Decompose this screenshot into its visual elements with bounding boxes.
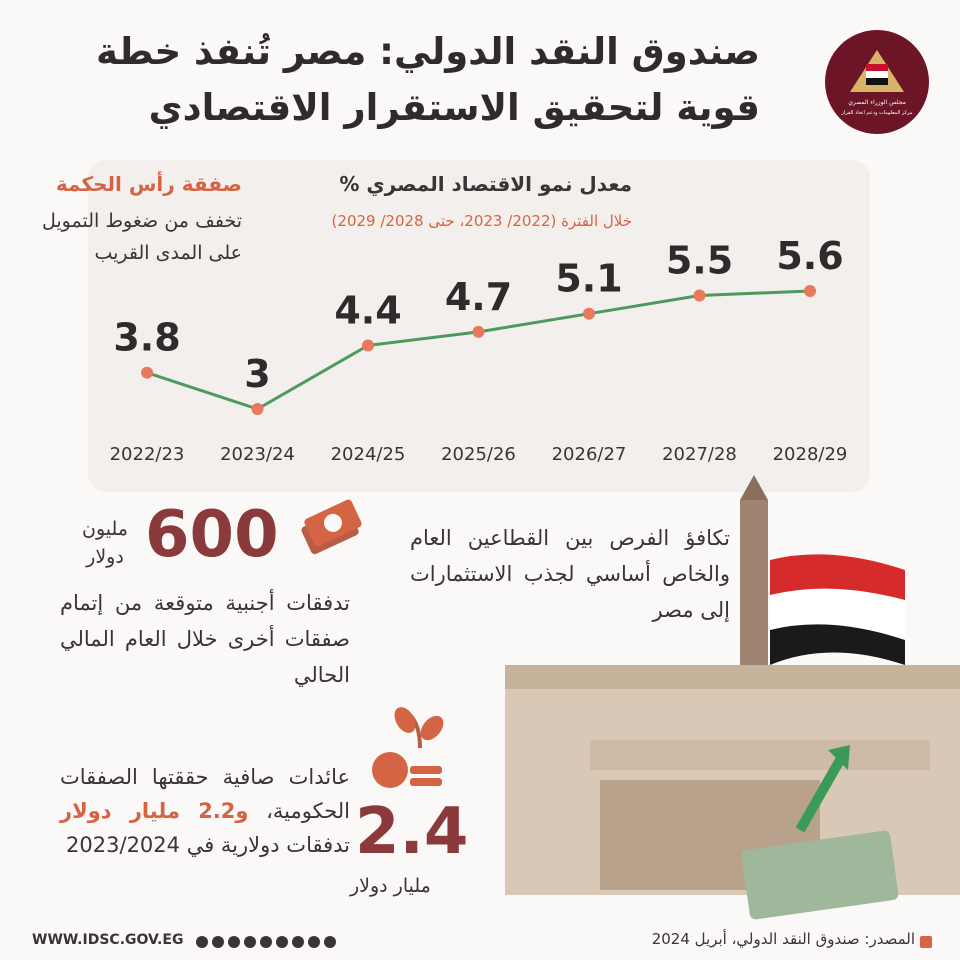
revenues-unit: مليار دولار xyxy=(350,875,431,897)
point xyxy=(693,289,706,302)
revenues-value: 2.4 xyxy=(355,795,469,869)
data-label: 5.5 xyxy=(666,239,733,283)
x-tick-label: 2028/29 xyxy=(773,444,848,465)
logo-text: مجلس الوزراء المصري xyxy=(848,99,906,106)
data-label: 3 xyxy=(244,352,270,396)
revenues-text-start: عائدات صافية حققتها الصفقات الحكومية، xyxy=(60,765,350,823)
data-label: 3.8 xyxy=(113,316,180,360)
equality-text: تكافؤ الفرص بين القطاعين العام والخاص أس… xyxy=(410,526,730,622)
logo-flag xyxy=(866,71,888,78)
note-heading: صفقة رأس الحكمة xyxy=(55,172,242,196)
source: المصدر: صندوق النقد الدولي، أبريل 2024 xyxy=(651,930,915,948)
x-tick-label: 2026/27 xyxy=(552,444,627,465)
illustration xyxy=(505,475,960,920)
point xyxy=(141,366,153,379)
x-tick-label: 2025/26 xyxy=(441,444,516,465)
chart-title: معدل نمو الاقتصاد المصري % xyxy=(339,172,632,196)
logo-text: مركز المعلومات ودعم اتخاذ القرار xyxy=(840,110,912,116)
inflows-unit: مليون دولار xyxy=(82,518,128,568)
x-tick-label: 2023/24 xyxy=(220,444,295,465)
money-icon xyxy=(301,499,362,555)
point xyxy=(472,325,485,338)
revenues-text: عائدات صافية حققتها الصفقات الحكومية، و2… xyxy=(60,760,350,862)
logo-flag xyxy=(866,78,888,85)
point xyxy=(583,307,595,320)
title: صندوق النقد الدولي: مصر تُنفذ خطة xyxy=(96,30,760,73)
point xyxy=(251,403,264,415)
logo-flag xyxy=(866,64,888,71)
point xyxy=(362,339,374,352)
inflows-text: تدفقات أجنبية متوقعة من إتمام صفقات أخرى… xyxy=(60,591,350,687)
website: WWW.IDSC.GOV.EG xyxy=(32,932,184,948)
revenues-text-end: تدفقات دولارية في 2023/2024 xyxy=(66,833,350,857)
revenues-highlight: و2.2 مليار دولار xyxy=(60,799,249,823)
social-icons xyxy=(196,936,336,948)
point xyxy=(804,285,816,297)
data-label: 4.7 xyxy=(445,275,512,319)
inflows-value: 600 xyxy=(145,498,279,572)
source-bullet xyxy=(920,936,932,948)
note-text: تخفف من ضغوط التمويل على المدى القريب xyxy=(42,210,242,264)
data-label: 4.4 xyxy=(334,288,401,332)
coins-icon xyxy=(372,707,444,788)
title: قوية لتحقيق الاستقرار الاقتصادي xyxy=(148,86,760,129)
x-tick-label: 2027/28 xyxy=(662,444,737,465)
chart-subtitle: خلال الفترة (2022/ 2023، حتى 2028/ 2029) xyxy=(331,212,632,230)
data-label: 5.1 xyxy=(555,257,622,301)
x-tick-label: 2022/23 xyxy=(110,444,185,465)
x-tick-label: 2024/25 xyxy=(331,444,406,465)
data-label: 5.6 xyxy=(776,234,843,278)
